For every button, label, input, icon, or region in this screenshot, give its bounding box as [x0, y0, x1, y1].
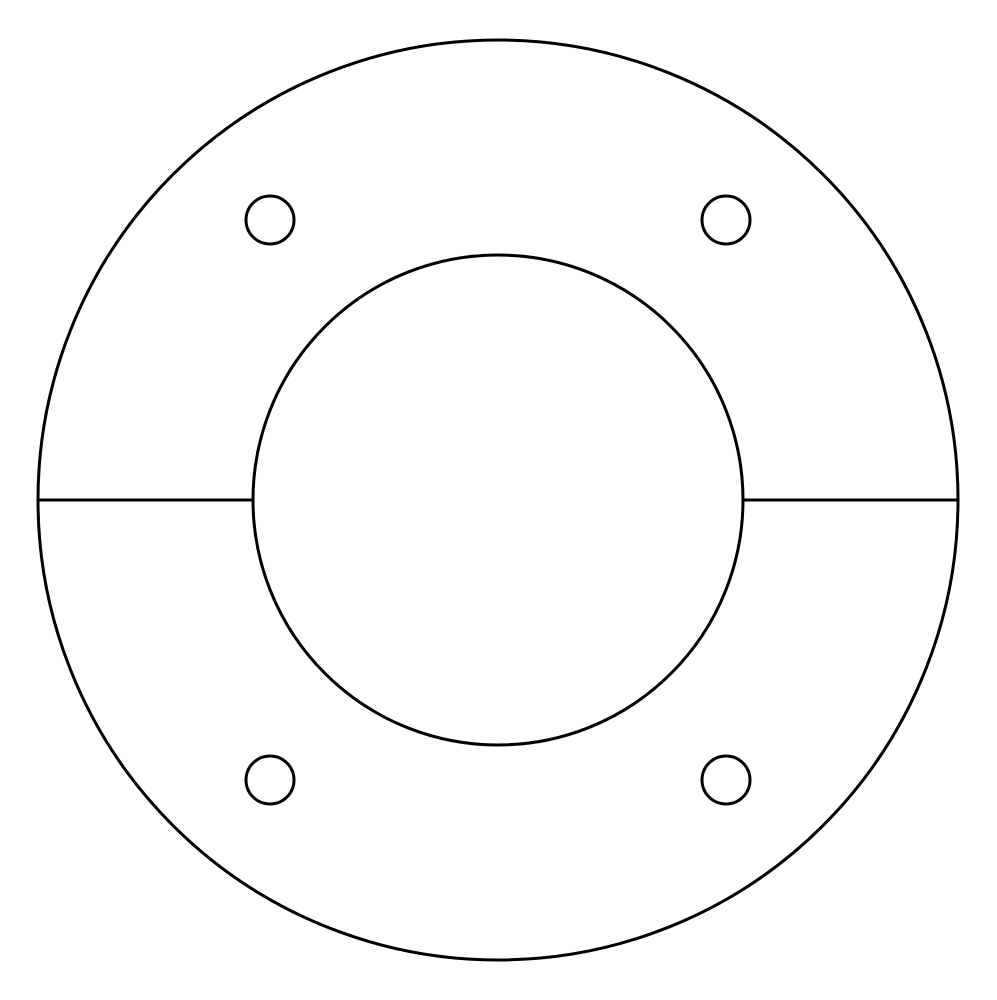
- flange-diagram: [0, 0, 997, 1000]
